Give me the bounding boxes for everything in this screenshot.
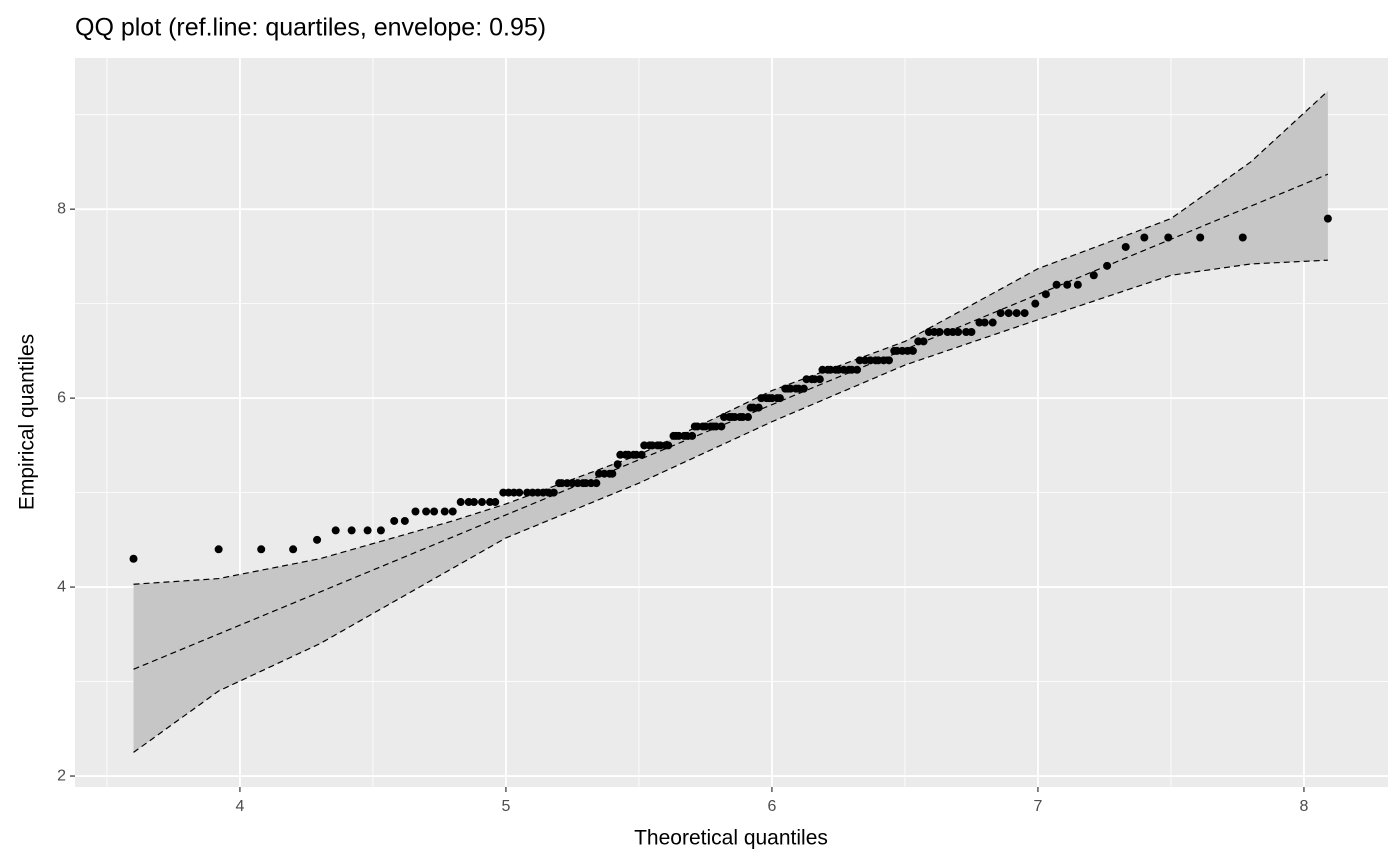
point bbox=[400, 516, 409, 525]
point bbox=[347, 526, 356, 535]
point bbox=[289, 545, 298, 554]
reference-line bbox=[133, 173, 1329, 670]
point bbox=[448, 507, 457, 516]
x-tick-label: 4 bbox=[235, 798, 244, 815]
point bbox=[935, 327, 944, 336]
point bbox=[470, 498, 479, 507]
point bbox=[1012, 309, 1021, 318]
chart-title: QQ plot (ref.line: quartiles, envelope: … bbox=[75, 14, 546, 42]
point bbox=[1121, 242, 1130, 251]
point bbox=[1164, 233, 1173, 242]
point bbox=[422, 507, 431, 516]
point bbox=[717, 422, 726, 431]
y-axis-label: Empirical quantiles bbox=[16, 334, 39, 510]
point bbox=[1140, 233, 1149, 242]
point bbox=[440, 507, 449, 516]
point bbox=[1020, 309, 1029, 318]
point bbox=[954, 327, 963, 336]
point bbox=[799, 384, 808, 393]
y-tick-label: 2 bbox=[57, 767, 66, 784]
point bbox=[549, 488, 558, 497]
point bbox=[257, 545, 266, 554]
point bbox=[456, 498, 465, 507]
point bbox=[980, 318, 989, 327]
point bbox=[129, 554, 138, 563]
point bbox=[390, 516, 399, 525]
y-tick-label: 6 bbox=[57, 389, 66, 406]
envelope-upper bbox=[133, 90, 1329, 585]
point bbox=[664, 441, 673, 450]
point bbox=[313, 535, 322, 544]
point bbox=[491, 498, 500, 507]
x-tick-label: 6 bbox=[767, 798, 776, 815]
point bbox=[411, 507, 420, 516]
y-tick-label: 8 bbox=[57, 200, 66, 217]
point bbox=[515, 488, 524, 497]
point bbox=[688, 431, 697, 440]
point bbox=[613, 460, 622, 469]
x-tick-label: 5 bbox=[501, 798, 510, 815]
point bbox=[815, 375, 824, 384]
point bbox=[1238, 233, 1247, 242]
x-axis-label: Theoretical quantiles bbox=[634, 827, 828, 850]
x-tick-label: 8 bbox=[1299, 798, 1308, 815]
point bbox=[743, 413, 752, 422]
point bbox=[1052, 280, 1061, 289]
point bbox=[884, 356, 893, 365]
point bbox=[430, 507, 439, 516]
point bbox=[1323, 214, 1332, 223]
point bbox=[919, 337, 928, 346]
y-tick-label: 4 bbox=[57, 578, 66, 595]
point bbox=[1031, 299, 1040, 308]
point bbox=[967, 327, 976, 336]
point bbox=[908, 346, 917, 355]
point bbox=[1103, 261, 1112, 270]
envelope-band bbox=[133, 91, 1328, 753]
point bbox=[363, 526, 372, 535]
point bbox=[1004, 309, 1013, 318]
point bbox=[1196, 233, 1205, 242]
point bbox=[1041, 290, 1050, 299]
point bbox=[996, 309, 1005, 318]
point bbox=[1073, 280, 1082, 289]
point bbox=[477, 498, 486, 507]
x-tick-label: 7 bbox=[1033, 798, 1042, 815]
point bbox=[853, 365, 862, 374]
point bbox=[592, 479, 601, 488]
point bbox=[988, 318, 997, 327]
point bbox=[214, 545, 223, 554]
point bbox=[1063, 280, 1072, 289]
point bbox=[1089, 271, 1098, 280]
point bbox=[637, 450, 646, 459]
point bbox=[331, 526, 340, 535]
point bbox=[608, 469, 617, 478]
point bbox=[754, 403, 763, 412]
point bbox=[775, 394, 784, 403]
point bbox=[376, 526, 385, 535]
